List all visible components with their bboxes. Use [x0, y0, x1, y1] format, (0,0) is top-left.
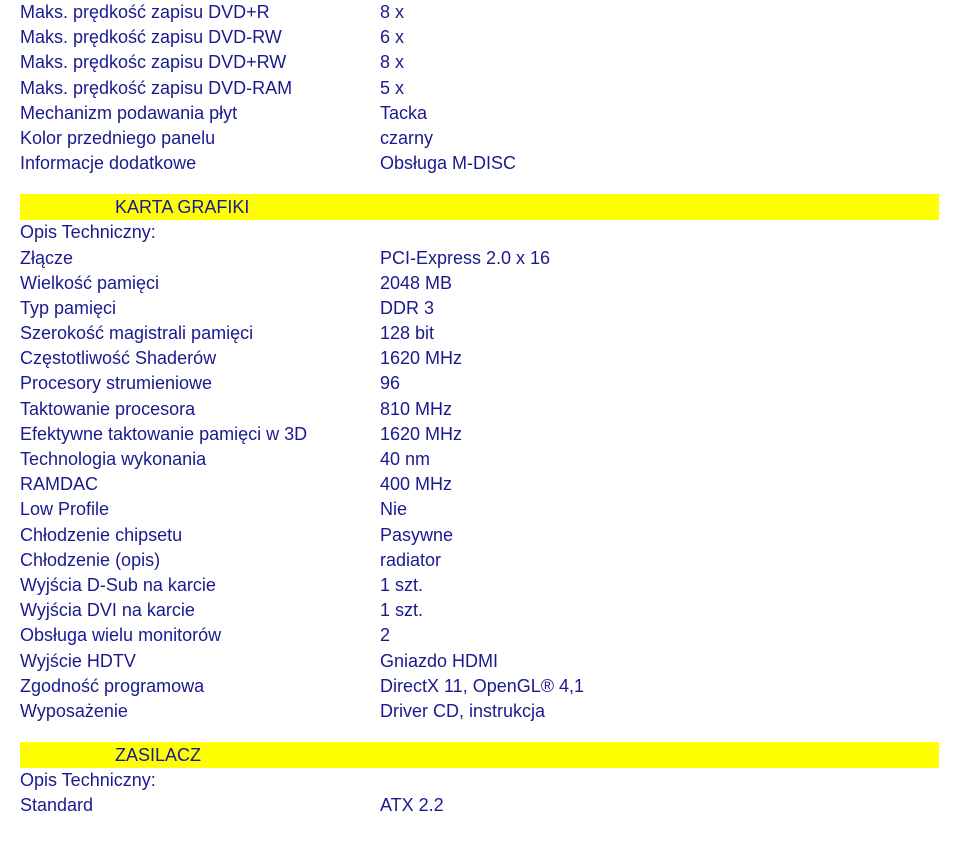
block1-value: 5 x — [380, 76, 939, 101]
section_grafiki-value: Pasywne — [380, 523, 939, 548]
section_grafiki-value: Nie — [380, 497, 939, 522]
block1-row: Maks. prędkośc zapisu DVD+RW8 x — [20, 50, 939, 75]
section_grafiki-label: RAMDAC — [20, 472, 380, 497]
block1-label: Maks. prędkość zapisu DVD-RW — [20, 25, 380, 50]
section_zasilacz-row: StandardATX 2.2 — [20, 793, 939, 818]
block1-row: Maks. prędkość zapisu DVD+R8 x — [20, 0, 939, 25]
block1-value: czarny — [380, 126, 939, 151]
section_grafiki-label: Szerokość magistrali pamięci — [20, 321, 380, 346]
page: Maks. prędkość zapisu DVD+R8 xMaks. pręd… — [0, 0, 959, 838]
section-bar-karta-grafiki: KARTA GRAFIKI — [20, 194, 939, 220]
section_grafiki-value: 96 — [380, 371, 939, 396]
section_grafiki-value: 1 szt. — [380, 598, 939, 623]
block1-row: Kolor przedniego paneluczarny — [20, 126, 939, 151]
section_grafiki-label: Technologia wykonania — [20, 447, 380, 472]
section_grafiki-label: Wyjścia D-Sub na karcie — [20, 573, 380, 598]
section_grafiki-row: Wyjście HDTVGniazdo HDMI — [20, 649, 939, 674]
section_grafiki-row: Zgodność programowaDirectX 11, OpenGL® 4… — [20, 674, 939, 699]
block1-row: Maks. prędkość zapisu DVD-RW6 x — [20, 25, 939, 50]
section_grafiki-row: WyposażenieDriver CD, instrukcja — [20, 699, 939, 724]
section_grafiki-row: RAMDAC400 MHz — [20, 472, 939, 497]
section_grafiki-value: Gniazdo HDMI — [380, 649, 939, 674]
block1-value: Tacka — [380, 101, 939, 126]
section_grafiki-row: Chłodzenie (opis)radiator — [20, 548, 939, 573]
block1-label: Maks. prędkośc zapisu DVD+RW — [20, 50, 380, 75]
block1-label: Kolor przedniego panelu — [20, 126, 380, 151]
section_grafiki-row: Technologia wykonania40 nm — [20, 447, 939, 472]
section_grafiki-value: 1 szt. — [380, 573, 939, 598]
section_grafiki-value: Driver CD, instrukcja — [380, 699, 939, 724]
section_grafiki-row: Wielkość pamięci2048 MB — [20, 271, 939, 296]
section_grafiki-row: Efektywne taktowanie pamięci w 3D1620 MH… — [20, 422, 939, 447]
section_grafiki-value: radiator — [380, 548, 939, 573]
section_grafiki-row: Typ pamięciDDR 3 — [20, 296, 939, 321]
block-zasilacz-specs: StandardATX 2.2 — [20, 793, 939, 818]
section_grafiki-row: Procesory strumieniowe96 — [20, 371, 939, 396]
block1-row: Mechanizm podawania płytTacka — [20, 101, 939, 126]
section_grafiki-value: 810 MHz — [380, 397, 939, 422]
section_grafiki-label: Obsługa wielu monitorów — [20, 623, 380, 648]
section_grafiki-value: 2 — [380, 623, 939, 648]
section_grafiki-row: ZłączePCI-Express 2.0 x 16 — [20, 246, 939, 271]
section_grafiki-label: Wyposażenie — [20, 699, 380, 724]
section_grafiki-value: 40 nm — [380, 447, 939, 472]
block1-label: Maks. prędkość zapisu DVD+R — [20, 0, 380, 25]
section_grafiki-label: Efektywne taktowanie pamięci w 3D — [20, 422, 380, 447]
section_grafiki-label: Taktowanie procesora — [20, 397, 380, 422]
section_grafiki-value: DirectX 11, OpenGL® 4,1 — [380, 674, 939, 699]
block1-row: Informacje dodatkoweObsługa M-DISC — [20, 151, 939, 176]
section_grafiki-label: Chłodzenie (opis) — [20, 548, 380, 573]
section_grafiki-label: Chłodzenie chipsetu — [20, 523, 380, 548]
block1-value: Obsługa M-DISC — [380, 151, 939, 176]
block1-value: 8 x — [380, 50, 939, 75]
block-grafiki-specs: ZłączePCI-Express 2.0 x 16Wielkość pamię… — [20, 246, 939, 725]
block1-label: Mechanizm podawania płyt — [20, 101, 380, 126]
block1-label: Informacje dodatkowe — [20, 151, 380, 176]
section_zasilacz-value: ATX 2.2 — [380, 793, 939, 818]
section_grafiki-row: Częstotliwość Shaderów1620 MHz — [20, 346, 939, 371]
section_grafiki-label: Procesory strumieniowe — [20, 371, 380, 396]
section-title-zasilacz: ZASILACZ — [115, 745, 201, 766]
section-title-karta-grafiki: KARTA GRAFIKI — [115, 197, 249, 218]
section_grafiki-row: Wyjścia D-Sub na karcie1 szt. — [20, 573, 939, 598]
section_grafiki-row: Low ProfileNie — [20, 497, 939, 522]
block1-value: 6 x — [380, 25, 939, 50]
section_grafiki-label: Typ pamięci — [20, 296, 380, 321]
section_grafiki-value: DDR 3 — [380, 296, 939, 321]
section-bar-zasilacz: ZASILACZ — [20, 742, 939, 768]
section_grafiki-label: Wyjście HDTV — [20, 649, 380, 674]
section_grafiki-label: Wielkość pamięci — [20, 271, 380, 296]
section_zasilacz-label: Standard — [20, 793, 380, 818]
section_grafiki-label: Wyjścia DVI na karcie — [20, 598, 380, 623]
subheader-opis-techniczny-grafiki: Opis Techniczny: — [20, 220, 939, 245]
block1-row: Maks. prędkość zapisu DVD-RAM5 x — [20, 76, 939, 101]
section_grafiki-value: PCI-Express 2.0 x 16 — [380, 246, 939, 271]
section_grafiki-label: Zgodność programowa — [20, 674, 380, 699]
section_grafiki-row: Wyjścia DVI na karcie1 szt. — [20, 598, 939, 623]
block1-value: 8 x — [380, 0, 939, 25]
block-dvd-specs: Maks. prędkość zapisu DVD+R8 xMaks. pręd… — [20, 0, 939, 176]
section_grafiki-row: Chłodzenie chipsetuPasywne — [20, 523, 939, 548]
section_grafiki-label: Częstotliwość Shaderów — [20, 346, 380, 371]
subheader-opis-techniczny-zasilacz: Opis Techniczny: — [20, 768, 939, 793]
section_grafiki-value: 1620 MHz — [380, 346, 939, 371]
block1-label: Maks. prędkość zapisu DVD-RAM — [20, 76, 380, 101]
section_grafiki-label: Złącze — [20, 246, 380, 271]
section_grafiki-value: 1620 MHz — [380, 422, 939, 447]
section_grafiki-row: Taktowanie procesora810 MHz — [20, 397, 939, 422]
section_grafiki-row: Obsługa wielu monitorów2 — [20, 623, 939, 648]
section_grafiki-label: Low Profile — [20, 497, 380, 522]
section_grafiki-value: 128 bit — [380, 321, 939, 346]
section_grafiki-row: Szerokość magistrali pamięci128 bit — [20, 321, 939, 346]
section_grafiki-value: 400 MHz — [380, 472, 939, 497]
section_grafiki-value: 2048 MB — [380, 271, 939, 296]
